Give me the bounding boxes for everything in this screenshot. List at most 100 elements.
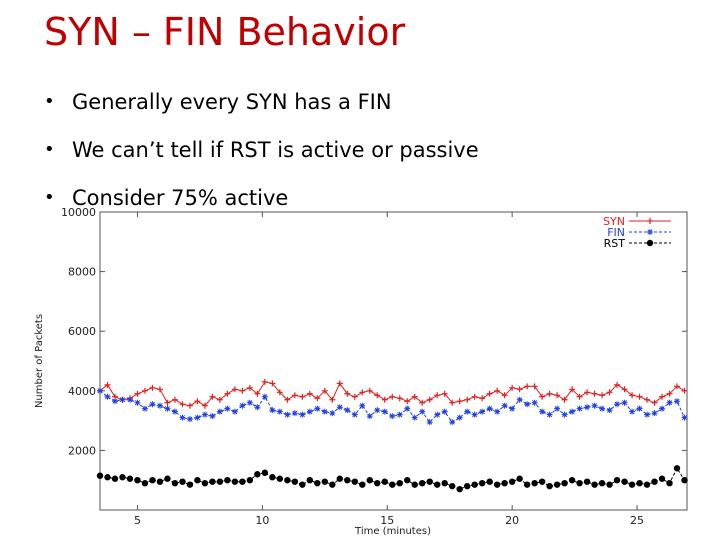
data-point-rst bbox=[471, 481, 478, 488]
data-point-rst bbox=[568, 477, 576, 484]
data-point-rst bbox=[119, 474, 126, 481]
data-point-syn bbox=[336, 380, 343, 387]
data-point-fin bbox=[119, 396, 126, 403]
data-point-rst bbox=[254, 471, 261, 478]
data-point-fin bbox=[464, 408, 471, 415]
data-point-fin bbox=[404, 405, 411, 412]
x-tick-label: 20 bbox=[505, 514, 519, 527]
data-point-fin bbox=[97, 387, 103, 394]
data-point-syn bbox=[164, 399, 171, 406]
data-point-syn bbox=[141, 387, 148, 394]
data-point-fin bbox=[246, 399, 253, 406]
data-point-fin bbox=[269, 407, 276, 414]
slide-title: SYN – FIN Behavior bbox=[44, 10, 406, 54]
data-point-rst bbox=[546, 482, 553, 490]
data-point-syn bbox=[209, 393, 216, 400]
data-point-fin bbox=[149, 401, 156, 408]
data-point-rst bbox=[351, 478, 358, 485]
bullet-item: • Generally every SYN has a FIN bbox=[44, 78, 479, 126]
legend-label-rst: RST bbox=[604, 237, 626, 250]
data-point-rst bbox=[651, 478, 658, 485]
data-point-fin bbox=[441, 408, 448, 415]
data-point-rst bbox=[269, 474, 276, 481]
data-point-fin bbox=[591, 402, 598, 409]
data-point-fin bbox=[621, 399, 628, 406]
data-point-rst bbox=[441, 479, 448, 487]
data-point-syn bbox=[419, 399, 426, 406]
data-point-rst bbox=[643, 481, 651, 488]
data-point-syn bbox=[306, 390, 313, 397]
data-point-syn bbox=[456, 398, 463, 405]
data-point-syn bbox=[531, 383, 538, 390]
y-tick-label: 6000 bbox=[68, 325, 96, 338]
legend-marker-fin bbox=[647, 229, 653, 235]
data-point-fin bbox=[681, 414, 688, 421]
data-point-fin bbox=[351, 411, 358, 418]
data-point-fin bbox=[494, 408, 501, 415]
data-point-syn bbox=[486, 390, 493, 397]
data-point-fin bbox=[554, 405, 561, 412]
data-point-fin bbox=[456, 414, 463, 421]
data-point-rst bbox=[681, 477, 688, 484]
data-point-syn bbox=[546, 390, 553, 397]
data-point-syn bbox=[329, 396, 336, 403]
y-tick-label: 4000 bbox=[68, 385, 96, 398]
data-point-syn bbox=[516, 386, 523, 393]
bullet-glyph: • bbox=[44, 91, 55, 112]
data-point-syn bbox=[314, 395, 321, 402]
data-point-rst bbox=[314, 479, 321, 487]
bullet-glyph: • bbox=[44, 187, 55, 208]
data-point-rst bbox=[291, 478, 299, 485]
data-point-fin bbox=[396, 411, 403, 418]
data-point-rst bbox=[126, 475, 134, 482]
data-point-fin bbox=[254, 404, 261, 411]
data-point-fin bbox=[276, 408, 283, 415]
data-point-rst bbox=[411, 481, 418, 488]
data-point-syn bbox=[291, 392, 298, 399]
x-axis-title: Time (minutes) bbox=[354, 526, 431, 537]
bullet-item: • Consider 75% active bbox=[44, 174, 479, 222]
data-point-syn bbox=[659, 393, 666, 400]
data-point-rst bbox=[194, 477, 201, 484]
data-point-fin bbox=[569, 408, 576, 415]
data-point-fin bbox=[524, 401, 531, 408]
data-point-fin bbox=[291, 410, 298, 417]
data-point-fin bbox=[201, 411, 208, 418]
data-point-rst bbox=[658, 475, 666, 482]
data-point-fin bbox=[516, 396, 523, 403]
data-point-fin bbox=[359, 402, 366, 409]
data-point-rst bbox=[501, 479, 508, 487]
data-point-rst bbox=[201, 479, 209, 487]
data-point-rst bbox=[666, 479, 673, 487]
data-point-syn bbox=[201, 402, 208, 409]
data-point-fin bbox=[306, 408, 313, 415]
data-point-syn bbox=[674, 383, 681, 390]
bullet-text: Generally every SYN has a FIN bbox=[72, 90, 392, 114]
data-point-fin bbox=[186, 416, 193, 423]
data-point-fin bbox=[419, 408, 426, 415]
data-point-fin bbox=[179, 414, 186, 421]
data-point-rst bbox=[381, 478, 388, 485]
data-point-syn bbox=[186, 402, 193, 409]
data-point-syn bbox=[404, 398, 411, 405]
data-point-syn bbox=[231, 386, 238, 393]
data-point-syn bbox=[239, 387, 246, 394]
data-point-rst bbox=[299, 481, 306, 488]
data-point-rst bbox=[104, 474, 111, 481]
data-point-fin bbox=[134, 399, 141, 406]
data-point-syn bbox=[441, 390, 448, 397]
data-point-rst bbox=[553, 481, 561, 488]
data-point-syn bbox=[501, 392, 508, 399]
data-point-fin bbox=[606, 407, 613, 414]
data-point-syn bbox=[554, 392, 561, 399]
data-point-fin bbox=[486, 405, 493, 412]
data-point-syn bbox=[156, 386, 163, 393]
data-point-rst bbox=[538, 478, 546, 485]
data-point-fin bbox=[126, 396, 133, 403]
data-point-rst bbox=[134, 477, 141, 484]
series-layer bbox=[96, 378, 688, 493]
data-point-syn bbox=[366, 387, 373, 394]
data-point-fin bbox=[141, 405, 148, 412]
data-point-rst bbox=[284, 477, 291, 484]
data-point-rst bbox=[246, 477, 254, 484]
